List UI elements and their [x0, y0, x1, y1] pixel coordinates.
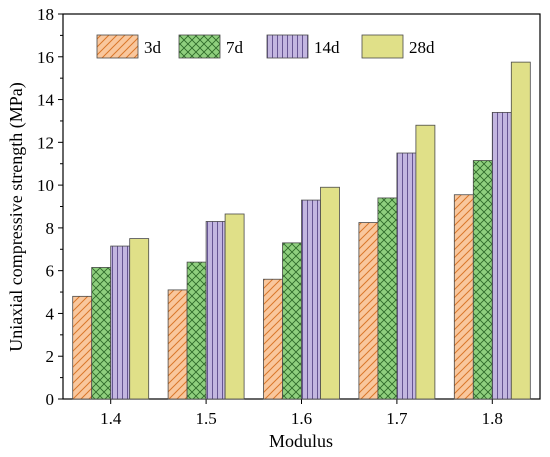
legend-label-3d: 3d	[144, 38, 162, 57]
bar-3d-1.4	[72, 295, 93, 400]
x-tick-label: 1.7	[386, 409, 408, 428]
x-tick-label: 1.8	[482, 409, 503, 428]
legend-swatch-28d	[361, 34, 404, 59]
bar-14d-1.4	[110, 245, 131, 400]
x-tick-label: 1.5	[195, 409, 216, 428]
x-axis-label: Modulus	[269, 431, 333, 451]
legend-label-14d: 14d	[314, 38, 340, 57]
x-tick-label: 1.6	[291, 409, 312, 428]
y-tick-label: 14	[37, 91, 55, 110]
x-tick-label: 1.4	[100, 409, 122, 428]
bars	[72, 61, 531, 400]
y-tick-label: 18	[37, 5, 54, 24]
legend: 3d 7d 14d 28d	[96, 34, 435, 59]
bar-14d-1.7	[396, 152, 417, 400]
legend-swatch-14d	[266, 34, 309, 59]
bar-3d-1.6	[263, 278, 283, 400]
bar-3d-1.7	[358, 222, 379, 400]
y-tick-label: 12	[37, 133, 54, 152]
y-tick-label: 16	[37, 48, 54, 67]
legend-swatch-7d	[178, 34, 221, 59]
bar-7d-1.8	[472, 160, 493, 400]
bar-28d-1.6	[320, 186, 340, 400]
bar-7d-1.7	[377, 197, 398, 400]
bar-14d-1.5	[205, 221, 226, 400]
bar-28d-1.4	[129, 238, 150, 400]
legend-label-7d: 7d	[226, 38, 244, 57]
bar-28d-1.5	[224, 213, 245, 400]
y-tick-label: 4	[46, 304, 55, 323]
y-tick-label: 6	[46, 262, 55, 281]
y-tick-label: 10	[37, 176, 54, 195]
bar-7d-1.6	[282, 242, 302, 400]
bar-14d-1.6	[301, 199, 321, 400]
y-tick-label: 8	[46, 219, 55, 238]
y-tick-label: 2	[46, 347, 55, 366]
bar-28d-1.8	[510, 61, 531, 400]
bar-7d-1.5	[186, 261, 207, 400]
bar-7d-1.4	[91, 267, 112, 400]
bar-28d-1.7	[415, 124, 436, 400]
axis-ticks: 0 2 4 6 8 10 12 14 16 18 1.4 1.5 1.6 1.7 1.8	[37, 5, 503, 428]
bar-3d-1.5	[167, 289, 188, 400]
bar-14d-1.8	[491, 111, 512, 400]
bar-3d-1.8	[453, 194, 474, 400]
legend-label-28d: 28d	[409, 38, 435, 57]
legend-swatch-3d	[96, 34, 139, 59]
y-axis-label: Uniaxial compressive strength (MPa)	[6, 82, 27, 351]
y-tick-label: 0	[46, 390, 55, 409]
